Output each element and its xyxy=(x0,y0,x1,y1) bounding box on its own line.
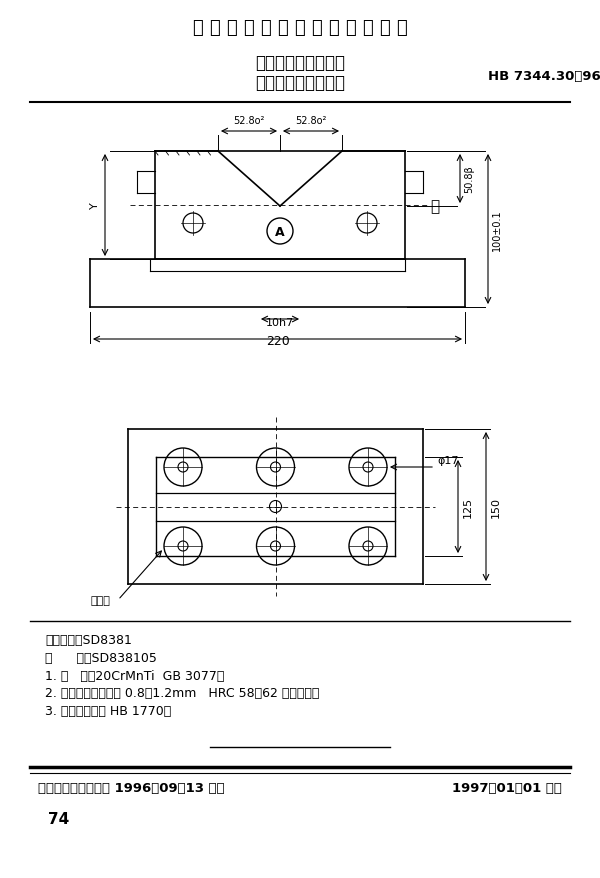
Text: 标      记：SD838105: 标 记：SD838105 xyxy=(45,651,157,664)
Text: Ⓐ: Ⓐ xyxy=(430,199,440,214)
Text: 52.8o²: 52.8o² xyxy=(233,116,265,126)
Text: 220: 220 xyxy=(266,335,289,348)
Text: φ17: φ17 xyxy=(437,456,458,465)
Text: 100±0.1: 100±0.1 xyxy=(492,209,502,250)
Text: 1. 材   料：20CrMnTi  GB 3077。: 1. 材 料：20CrMnTi GB 3077。 xyxy=(45,669,224,681)
Text: 74: 74 xyxy=(48,811,69,826)
Text: 大型钳式双向定位座: 大型钳式双向定位座 xyxy=(255,74,345,92)
Text: 52.8o²: 52.8o² xyxy=(295,116,326,126)
Text: 1997－01－01 实施: 1997－01－01 实施 xyxy=(452,781,562,795)
Text: 分类代号：SD8381: 分类代号：SD8381 xyxy=(45,633,132,645)
Text: Y: Y xyxy=(90,203,100,209)
Text: A: A xyxy=(275,226,285,238)
Text: 125: 125 xyxy=(463,496,473,517)
Text: 数控机床用夹具元件: 数控机床用夹具元件 xyxy=(255,54,345,72)
Text: 10h7: 10h7 xyxy=(266,318,294,327)
Text: 标记处: 标记处 xyxy=(90,595,110,605)
Text: 3. 技术条件：按 HB 1770。: 3. 技术条件：按 HB 1770。 xyxy=(45,705,171,717)
Text: 150: 150 xyxy=(491,496,501,517)
Text: HB 7344.30－96: HB 7344.30－96 xyxy=(488,69,600,83)
Text: 50.8β: 50.8β xyxy=(464,165,474,193)
Text: 2. 热处理：渗碳深度 0.8～1.2mm   HRC 58～62 人工时效。: 2. 热处理：渗碳深度 0.8～1.2mm HRC 58～62 人工时效。 xyxy=(45,687,319,700)
Text: 中国航空工业总公司 1996－09－13 发布: 中国航空工业总公司 1996－09－13 发布 xyxy=(38,781,224,795)
Text: 中 华 人 民 共 和 国 航 空 工 业 标 准: 中 华 人 民 共 和 国 航 空 工 业 标 准 xyxy=(193,19,407,37)
